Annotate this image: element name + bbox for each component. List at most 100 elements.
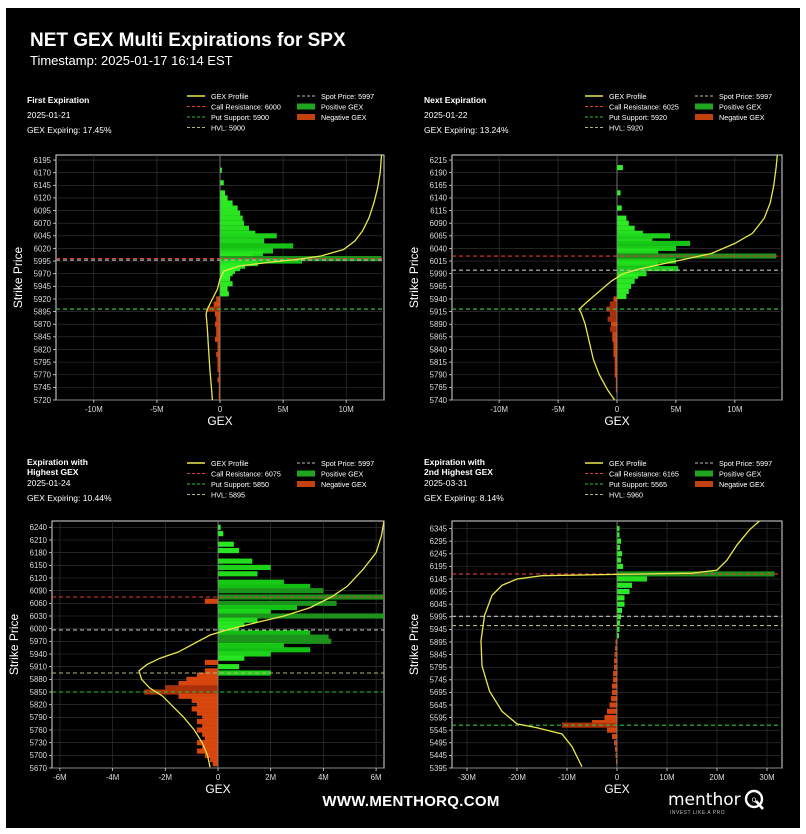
y-tick-label: 5790 (30, 713, 48, 722)
y-axis-label: Strike Price (407, 614, 421, 676)
gex-bar (617, 595, 625, 601)
gex-bar (617, 261, 659, 267)
legend-label: Spot Price: 5997 (719, 459, 772, 468)
x-axis-label: GEX (207, 414, 232, 428)
gex-bar (204, 668, 218, 674)
gex-bar (612, 733, 617, 740)
y-tick-label: 5965 (430, 282, 448, 291)
legend-label: Spot Price: 5997 (321, 459, 374, 468)
y-tick-label: 6070 (34, 219, 52, 228)
legend-label: Negative GEX (321, 113, 367, 122)
y-tick-label: 6165 (430, 181, 448, 190)
gex-bar (218, 647, 311, 653)
x-tick-label: -10M (490, 405, 508, 414)
gex-bar (220, 258, 302, 264)
y-tick-label: 5945 (34, 282, 52, 291)
gex-bar (218, 571, 258, 577)
gex-bar (218, 604, 298, 611)
x-tick-label: 5M (278, 405, 289, 414)
chart-title: Highest GEX (27, 467, 79, 477)
gex-bar (609, 326, 617, 332)
y-tick-label: 6045 (430, 600, 448, 609)
y-tick-label: 6030 (30, 612, 48, 621)
y-tick-label: 6245 (430, 550, 448, 559)
gex-bar (218, 609, 271, 615)
gex-bar (186, 676, 218, 682)
gex-bar (178, 680, 218, 687)
gex-bar (213, 301, 220, 307)
y-tick-label: 5730 (30, 738, 48, 747)
svg-text:Q: Q (752, 797, 757, 804)
gex-bar (217, 341, 220, 347)
gex-bar (617, 576, 647, 582)
legend-label: Negative GEX (321, 480, 367, 489)
expiry-date: 2025-01-24 (27, 478, 71, 488)
gex-bar (613, 670, 617, 677)
y-tick-label: 6120 (30, 574, 48, 583)
gex-bar (217, 377, 220, 383)
gex-bar (220, 200, 233, 206)
gex-bar (214, 336, 220, 342)
gex-bar (218, 664, 240, 670)
x-tick-label: -20M (508, 773, 526, 782)
gex-bar (191, 697, 218, 704)
gex-bar (611, 321, 617, 327)
y-tick-label: 6000 (30, 624, 48, 633)
y-tick-label: 5670 (30, 764, 48, 773)
y-tick-label: 6150 (30, 561, 48, 570)
legend-label: Spot Price: 5997 (321, 92, 374, 101)
gex-bar (220, 215, 243, 221)
website-link[interactable]: WWW.MENTHORQ.COM (322, 793, 500, 810)
gex-bar (218, 638, 332, 644)
gex-bar (614, 658, 617, 664)
gex-bar (617, 601, 625, 607)
timestamp: Timestamp: 2025-01-17 16:14 EST (30, 53, 233, 68)
gex-profile-line (138, 521, 384, 768)
gex-bar (617, 225, 635, 231)
gex-bar (617, 607, 622, 614)
gex-bar (609, 301, 617, 307)
chart-title: First Expiration (27, 95, 89, 105)
gex-bar (614, 367, 617, 373)
gex-bar (196, 727, 218, 733)
gex-expiring: GEX Expiring: 17.45% (27, 125, 112, 135)
x-tick-label: -5M (150, 405, 163, 414)
gex-bar (218, 588, 324, 594)
y-tick-label: 6065 (430, 232, 448, 241)
gex-bar (218, 583, 311, 590)
legend-swatch (297, 103, 315, 110)
y-tick-label: 6240 (30, 523, 48, 532)
gex-bar (218, 621, 245, 628)
y-tick-label: 6090 (30, 586, 48, 595)
gex-bar (217, 362, 220, 368)
gex-bar (617, 538, 621, 544)
gex-bar (617, 278, 635, 284)
gex-bar (604, 715, 617, 721)
y-tick-label: 6195 (34, 156, 52, 165)
y-tick-label: 6215 (430, 156, 448, 165)
gex-bar (218, 524, 221, 530)
y-tick-label: 5970 (34, 270, 52, 279)
y-tick-label: 5545 (430, 726, 448, 735)
gex-bar (617, 614, 621, 620)
plot-content (452, 521, 782, 768)
gex-bar (614, 357, 617, 363)
legend-swatch (297, 481, 315, 487)
gex-bar (614, 362, 617, 368)
gex-bar (196, 702, 218, 708)
gex-bar (615, 752, 617, 758)
gex-bar (617, 205, 622, 211)
x-tick-label: 10M (727, 405, 742, 414)
x-tick-label: -10M (558, 773, 576, 782)
brand-name: menthor (668, 790, 741, 810)
gex-bar (220, 286, 228, 292)
gex-bar (204, 598, 218, 604)
y-tick-label: 5760 (30, 726, 48, 735)
gex-bar (617, 582, 632, 588)
gex-bar (609, 311, 617, 317)
gex-bar (218, 634, 329, 640)
gex-bar (616, 759, 617, 765)
gex-bar (217, 357, 220, 363)
